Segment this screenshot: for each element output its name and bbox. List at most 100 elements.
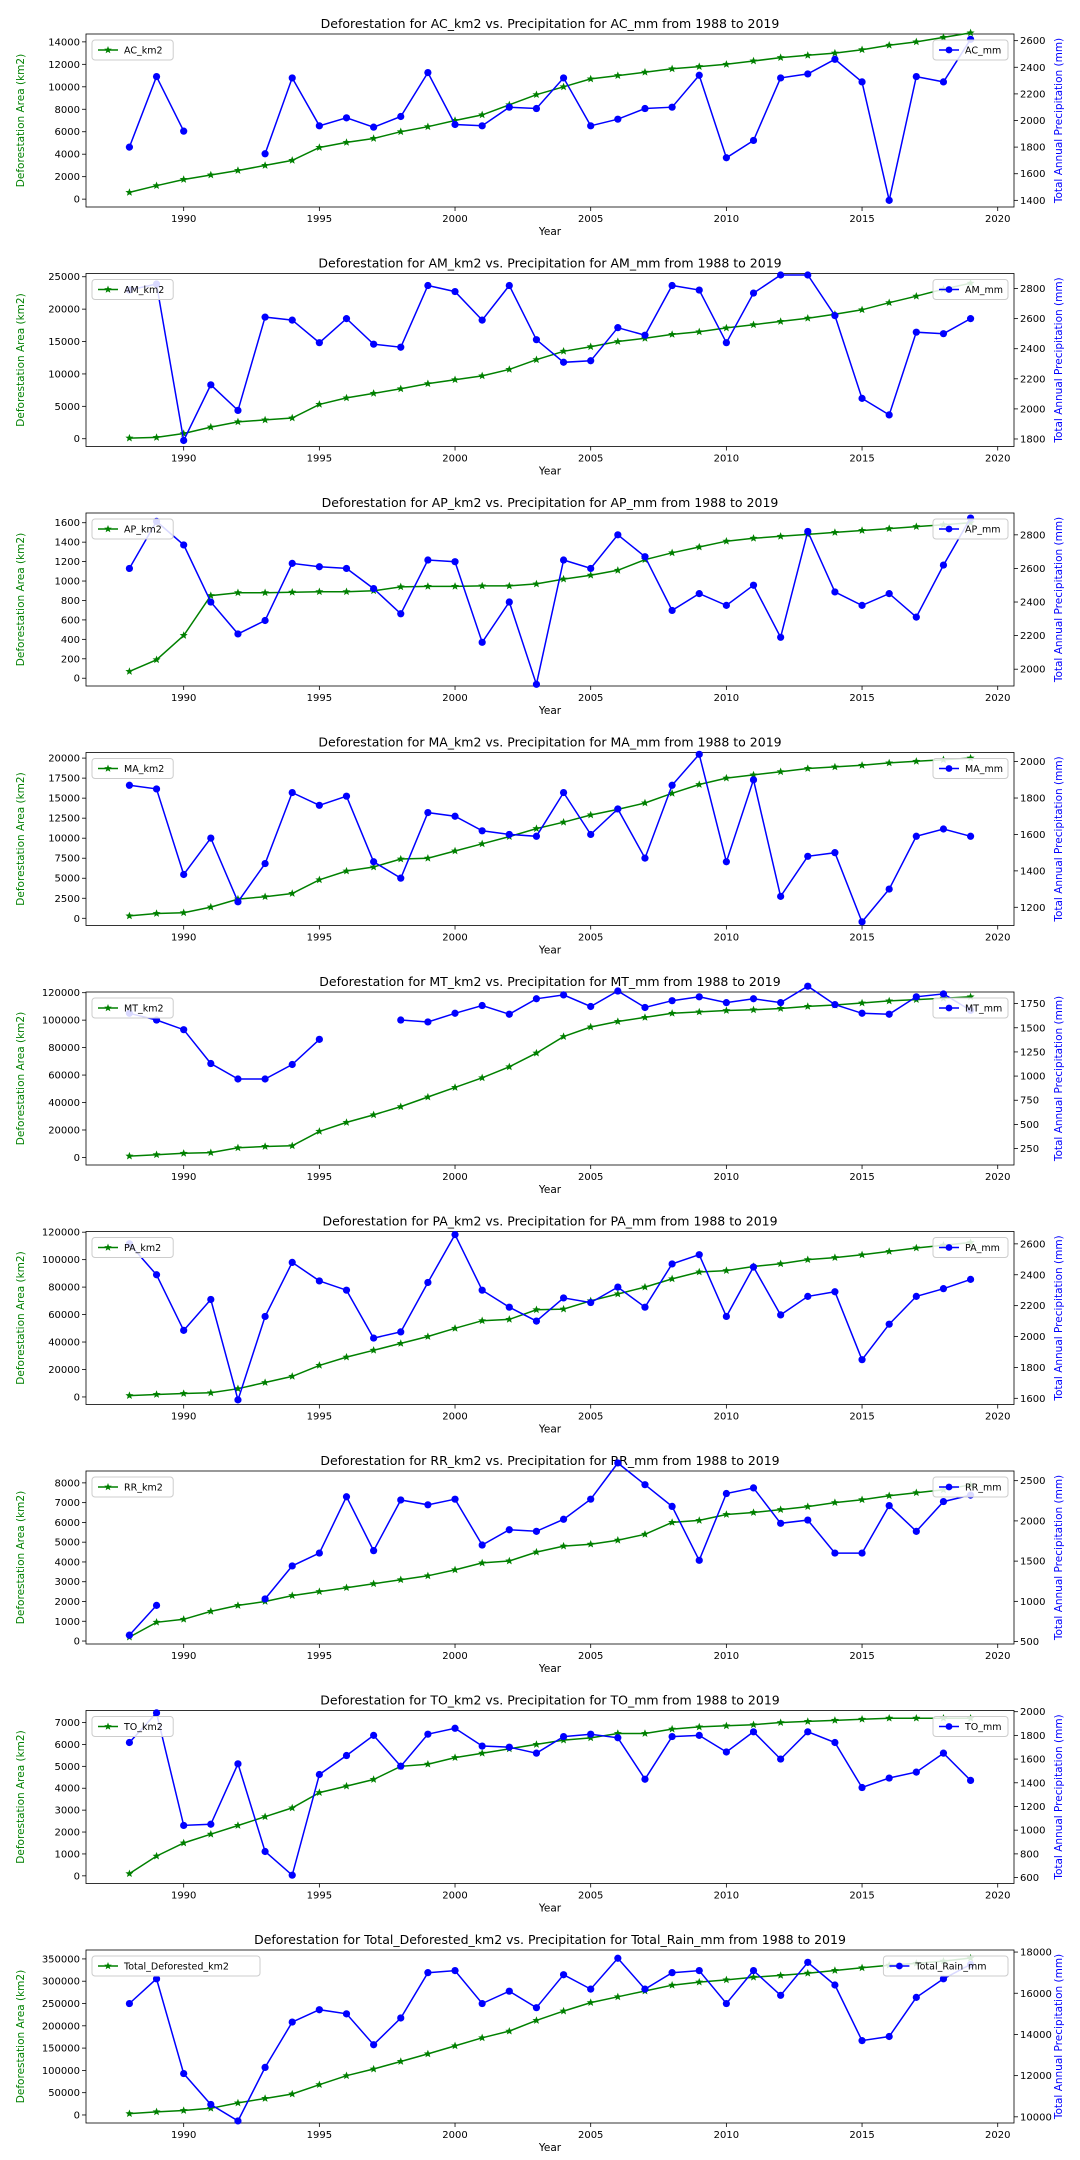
deforestation-point [288,1591,297,1599]
deforestation-line [129,1484,971,1638]
deforestation-point [261,1378,270,1386]
precipitation-point [858,1356,866,1364]
precipitation-point [668,1732,676,1741]
precipitation-point [125,564,134,573]
legend-left: AM_km2 [91,279,174,300]
precipitation-point [641,854,649,862]
legend-right: TO_mm [932,1716,1009,1737]
precipitation-point [125,1631,134,1639]
precipitation-point [614,531,622,539]
deforestation-point [749,1720,758,1729]
precipitation-point [424,1018,432,1026]
deforestation-point [830,1498,839,1507]
precipitation-point [777,892,785,900]
precipitation-line [128,1711,972,1877]
precipitation-point [370,1731,378,1739]
deforestation-point [885,1247,894,1255]
precipitation-point [180,870,188,879]
precipitation-point [152,1601,161,1609]
deforestation-point [369,1110,378,1119]
precipitation-point [559,1515,568,1523]
deforestation-point [803,314,812,322]
deforestation-point [885,298,894,307]
legend-left: RR_km2 [91,1476,174,1498]
deforestation-point [423,854,432,862]
precipitation-point [885,1320,893,1328]
deforestation-point [369,1579,378,1588]
deforestation-point [233,2098,242,2107]
x-tick-label: 1990 [171,1412,196,1423]
deforestation-point [858,526,867,534]
precipitation-point [722,339,730,347]
deforestation-point [423,122,432,131]
x-tick-label: 2005 [578,933,603,944]
deforestation-point [966,992,975,1001]
legend-marker [945,765,953,772]
legend-marker [104,285,112,293]
plot-frame [85,1470,1015,1645]
precipitation-point [451,120,459,129]
deforestation-point [423,2049,432,2058]
deforestation-point [640,1530,649,1538]
precipitation-point [397,874,405,882]
x-tick-label: 2015 [849,1651,874,1662]
deforestation-line [129,1957,971,2115]
left-y-tick-label: 12500 [48,814,80,825]
left-y-tick-label: 2000 [55,172,80,183]
precipitation-point [424,808,432,817]
legend-left: MT_km2 [91,997,174,1019]
precipitation-point [777,999,785,1007]
left-y-tick-label: 10000 [48,82,80,93]
deforestation-point [288,889,297,897]
precipitation-point [831,1288,839,1296]
precipitation-point [532,832,541,840]
precipitation-point [668,997,676,1005]
precipitation-point [559,1971,568,1979]
deforestation-point [966,28,975,37]
deforestation-point [722,1975,731,1984]
deforestation-line [129,757,971,917]
right-y-axis-label: Total Annual Precipitation (mm) [1053,38,1065,204]
deforestation-point [152,1390,161,1398]
deforestation-point [586,1539,595,1548]
deforestation-point [912,1488,921,1497]
x-tick-label: 2010 [714,2130,739,2141]
plot-frame [85,1231,1015,1405]
deforestation-point [369,1346,378,1354]
subplot-4: Deforestation for MA_km2 vs. Precipitati… [15,735,1065,957]
deforestation-point [749,770,758,779]
x-axis-label: Year [538,1424,562,1436]
precipitation-point [695,750,703,758]
x-tick-label: 1995 [307,2130,332,2141]
deforestation-point [315,1127,324,1135]
plot-frame [85,1710,1015,1884]
deforestation-point [912,291,921,300]
precipitation-point [749,289,758,297]
precipitation-point [451,287,459,296]
deforestation-point [695,1722,704,1731]
precipitation-point [695,993,703,1001]
x-tick-label: 1990 [171,2130,196,2141]
deforestation-point [803,1502,812,1510]
deforestation-point [261,161,270,169]
precipitation-point [288,74,296,82]
precipitation-point [722,154,730,162]
deforestation-point [179,2106,188,2114]
precipitation-point [532,995,541,1003]
precipitation-point [180,436,188,445]
deforestation-point [858,45,867,54]
precipitation-line [128,1957,971,2122]
deforestation-point [532,1305,541,1314]
x-tick-label: 2020 [985,1172,1010,1183]
deforestation-point [532,1740,541,1748]
precipitation-point [288,559,296,567]
precipitation-point [125,143,134,151]
precipitation-point [478,1001,486,1010]
deforestation-point [369,2064,378,2073]
precipitation-point [261,1075,269,1083]
subplot-8: Deforestation for TO_km2 vs. Precipitati… [15,1693,1065,1915]
precipitation-point [614,1459,622,1467]
legend-label-right: AP_mm [965,525,1001,536]
deforestation-point [722,323,731,332]
deforestation-point [830,1716,839,1724]
